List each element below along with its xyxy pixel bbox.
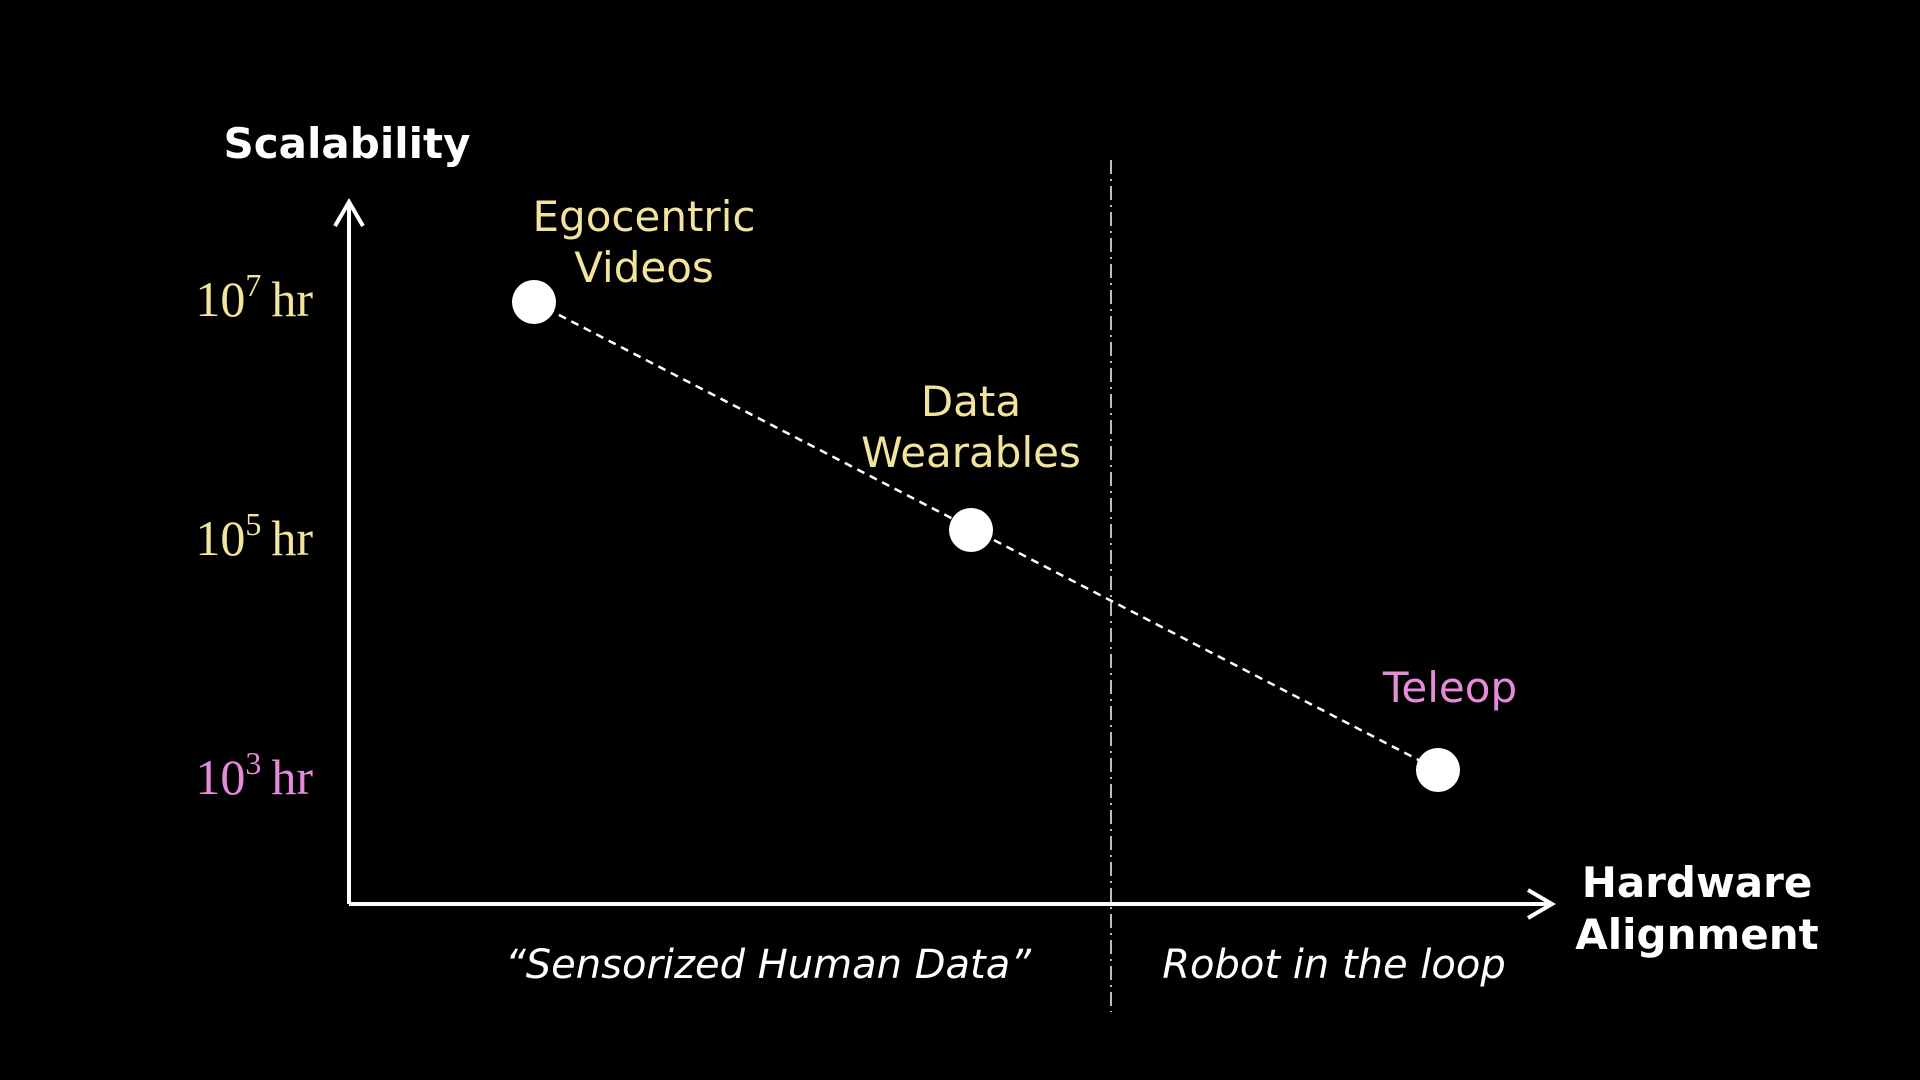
node-label: Wearables bbox=[861, 428, 1081, 477]
tick-base: 10 bbox=[195, 749, 245, 805]
region-label: “Sensorized Human Data” bbox=[505, 942, 1031, 988]
node-point bbox=[949, 508, 993, 552]
tick-unit: hr bbox=[271, 510, 313, 566]
tick-exponent: 5 bbox=[245, 506, 261, 542]
tick-base: 10 bbox=[195, 271, 245, 327]
node-label: Teleop bbox=[1382, 663, 1517, 712]
y-tick-label: 107 hr bbox=[195, 267, 313, 327]
tick-exponent: 7 bbox=[245, 267, 261, 303]
node-label: Videos bbox=[574, 243, 714, 292]
tick-unit: hr bbox=[271, 271, 313, 327]
y-axis-title: Scalability bbox=[224, 119, 471, 168]
node-label: Data bbox=[921, 377, 1021, 426]
x-axis-title: Hardware bbox=[1582, 858, 1813, 907]
y-tick-label: 105 hr bbox=[195, 506, 313, 566]
region-label: Robot in the loop bbox=[1162, 942, 1506, 988]
tick-base: 10 bbox=[195, 510, 245, 566]
tick-unit: hr bbox=[271, 749, 313, 805]
x-axis-arrow bbox=[1526, 888, 1556, 920]
x-axis-title: Alignment bbox=[1575, 910, 1819, 959]
node-label: Egocentric bbox=[533, 192, 756, 241]
y-tick-label: 103 hr bbox=[195, 745, 313, 805]
node-point bbox=[1416, 748, 1460, 792]
tick-exponent: 3 bbox=[245, 745, 261, 781]
node-point bbox=[512, 280, 556, 324]
y-axis-arrow bbox=[333, 198, 365, 228]
